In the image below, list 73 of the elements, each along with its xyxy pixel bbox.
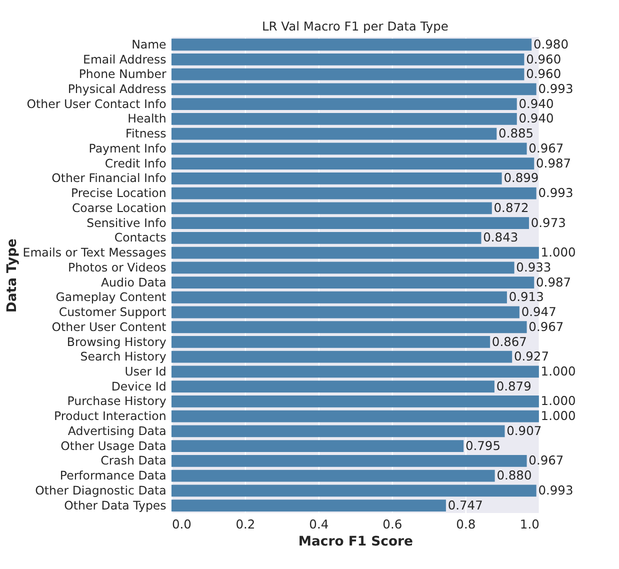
data-label: 0.907: [506, 424, 542, 438]
x-tick-label: 0.8: [456, 518, 476, 532]
y-tick-label: Emails or Text Messages: [22, 246, 166, 260]
data-label: 0.940: [518, 96, 554, 111]
x-tick-label: 0.0: [172, 518, 192, 532]
data-label: 0.980: [533, 37, 568, 52]
data-label: 0.987: [536, 156, 572, 170]
y-tick-label: Credit Info: [104, 156, 166, 170]
y-tick-label: Crash Data: [100, 454, 166, 468]
data-label: 0.987: [536, 275, 572, 290]
x-tick-label: 0.4: [309, 518, 329, 532]
x-tick-label: 0.2: [236, 518, 256, 532]
y-tick-label: Health: [128, 112, 166, 126]
data-label: 0.872: [494, 200, 529, 215]
data-label: 1.000: [540, 409, 576, 424]
y-tick-label: Browsing History: [66, 334, 166, 349]
y-tick-label: Other Data Types: [64, 498, 166, 512]
data-label: 0.967: [528, 141, 564, 156]
y-tick-label: Customer Support: [58, 305, 167, 320]
data-label: 0.973: [530, 216, 566, 230]
data-label: 0.993: [538, 82, 574, 96]
data-label: 0.947: [521, 305, 556, 320]
y-tick-label: Audio Data: [101, 275, 166, 290]
data-label: 0.967: [528, 320, 564, 334]
data-label: 0.960: [526, 67, 562, 82]
y-tick-label: Fitness: [126, 126, 166, 141]
y-tick-label: Other Diagnostic Data: [35, 483, 166, 498]
data-label: 0.927: [514, 350, 550, 364]
y-tick-label: Name: [132, 37, 166, 52]
y-tick-label: Precise Location: [70, 186, 166, 200]
data-label: 1.000: [540, 246, 576, 260]
x-tick-label: 1.0: [520, 518, 540, 532]
x-axis-title: Macro F1 Score: [298, 534, 414, 550]
data-label: 0.933: [516, 260, 552, 274]
chart-title: LR Val Macro F1 per Data Type: [262, 20, 448, 34]
y-axis-title: Data Type: [5, 238, 20, 313]
y-tick-label: Performance Data: [60, 468, 166, 483]
data-label: 0.960: [526, 52, 562, 66]
data-label: 0.880: [496, 468, 532, 483]
data-label: 0.993: [538, 483, 574, 498]
x-tick-label: 0.6: [382, 518, 402, 532]
data-label: 0.795: [465, 438, 501, 453]
y-tick-label: Search History: [80, 350, 166, 364]
y-tick-label: Payment Info: [88, 141, 166, 156]
y-tick-label: Other User Contact Info: [26, 96, 166, 111]
y-tick-label: Physical Address: [68, 82, 166, 96]
data-label: 0.843: [483, 230, 518, 245]
data-label: 0.747: [448, 498, 483, 512]
y-tick-label: Gameplay Content: [56, 290, 167, 304]
data-label: 0.913: [508, 290, 544, 304]
y-tick-label: Phone Number: [78, 67, 166, 82]
y-tick-label: Other Usage Data: [60, 438, 166, 453]
data-label: 0.867: [492, 334, 527, 349]
data-label: 0.993: [538, 186, 574, 200]
y-tick-label: Advertising Data: [68, 424, 166, 438]
data-label: 0.885: [498, 126, 534, 141]
data-label: 0.879: [496, 379, 532, 394]
data-label: 0.899: [504, 171, 539, 186]
y-tick-label: Other Financial Info: [52, 171, 166, 186]
y-tick-label: Contacts: [114, 230, 166, 245]
data-label: 0.967: [528, 454, 564, 468]
y-tick-label: User Id: [124, 364, 166, 378]
y-tick-label: Photos or Videos: [68, 260, 166, 274]
data-label: 1.000: [540, 364, 576, 378]
data-label: 1.000: [540, 394, 576, 408]
y-tick-label: Product Interaction: [54, 409, 166, 424]
data-label: 0.940: [518, 112, 554, 126]
y-tick-label: Email Address: [83, 52, 166, 66]
y-tick-label: Device Id: [111, 379, 166, 394]
y-tick-label: Coarse Location: [72, 200, 166, 215]
y-tick-label: Other User Content: [52, 320, 167, 334]
y-tick-label: Purchase History: [67, 394, 166, 408]
y-tick-label: Sensitive Info: [86, 216, 166, 230]
